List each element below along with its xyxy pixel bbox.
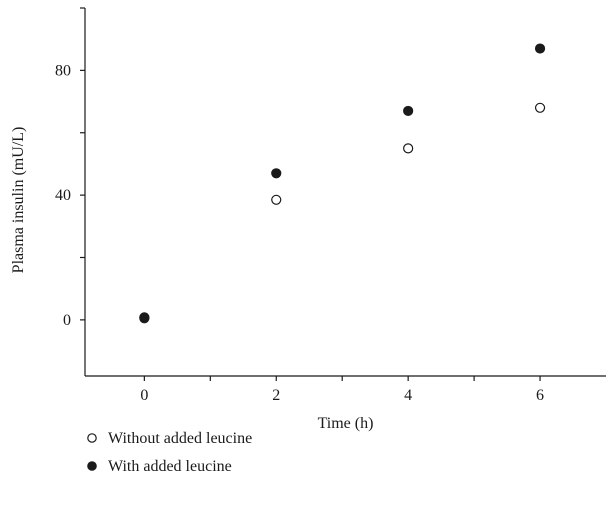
x-tick-label: 6 [536, 387, 544, 404]
y-tick-label: 80 [55, 62, 71, 79]
legend-item-without-leucine: Without added leucine [87, 430, 252, 447]
data-point-with-leucine [403, 105, 414, 117]
y-axis-title: Plasma insulin (mU/L) [10, 127, 27, 274]
x-tick-label: 4 [404, 387, 412, 404]
data-point-without-leucine [534, 102, 546, 113]
data-point-with-leucine [139, 312, 150, 323]
axis-ticks: 0 40 80 0 2 4 6 [55, 7, 544, 404]
data-points [139, 43, 546, 324]
x-axis-title: Time (h) [318, 415, 374, 432]
y-tick-label: 0 [63, 312, 71, 329]
data-point-with-leucine [271, 168, 282, 179]
legend: Without added leucine With added leucine [87, 430, 252, 475]
x-tick-label: 2 [272, 387, 280, 404]
legend-label-without-leucine: Without added leucine [108, 430, 252, 447]
y-tick-label: 40 [55, 187, 71, 204]
legend-item-with-leucine: With added leucine [87, 458, 232, 475]
data-point-without-leucine [403, 143, 414, 154]
legend-label-with-leucine: With added leucine [108, 458, 232, 475]
data-point-without-leucine [271, 194, 282, 205]
data-point-with-leucine [534, 43, 546, 54]
legend-marker-open-circle [87, 433, 97, 443]
axes [84, 8, 606, 377]
x-tick-label: 0 [140, 387, 148, 404]
legend-marker-filled-circle [87, 461, 97, 471]
